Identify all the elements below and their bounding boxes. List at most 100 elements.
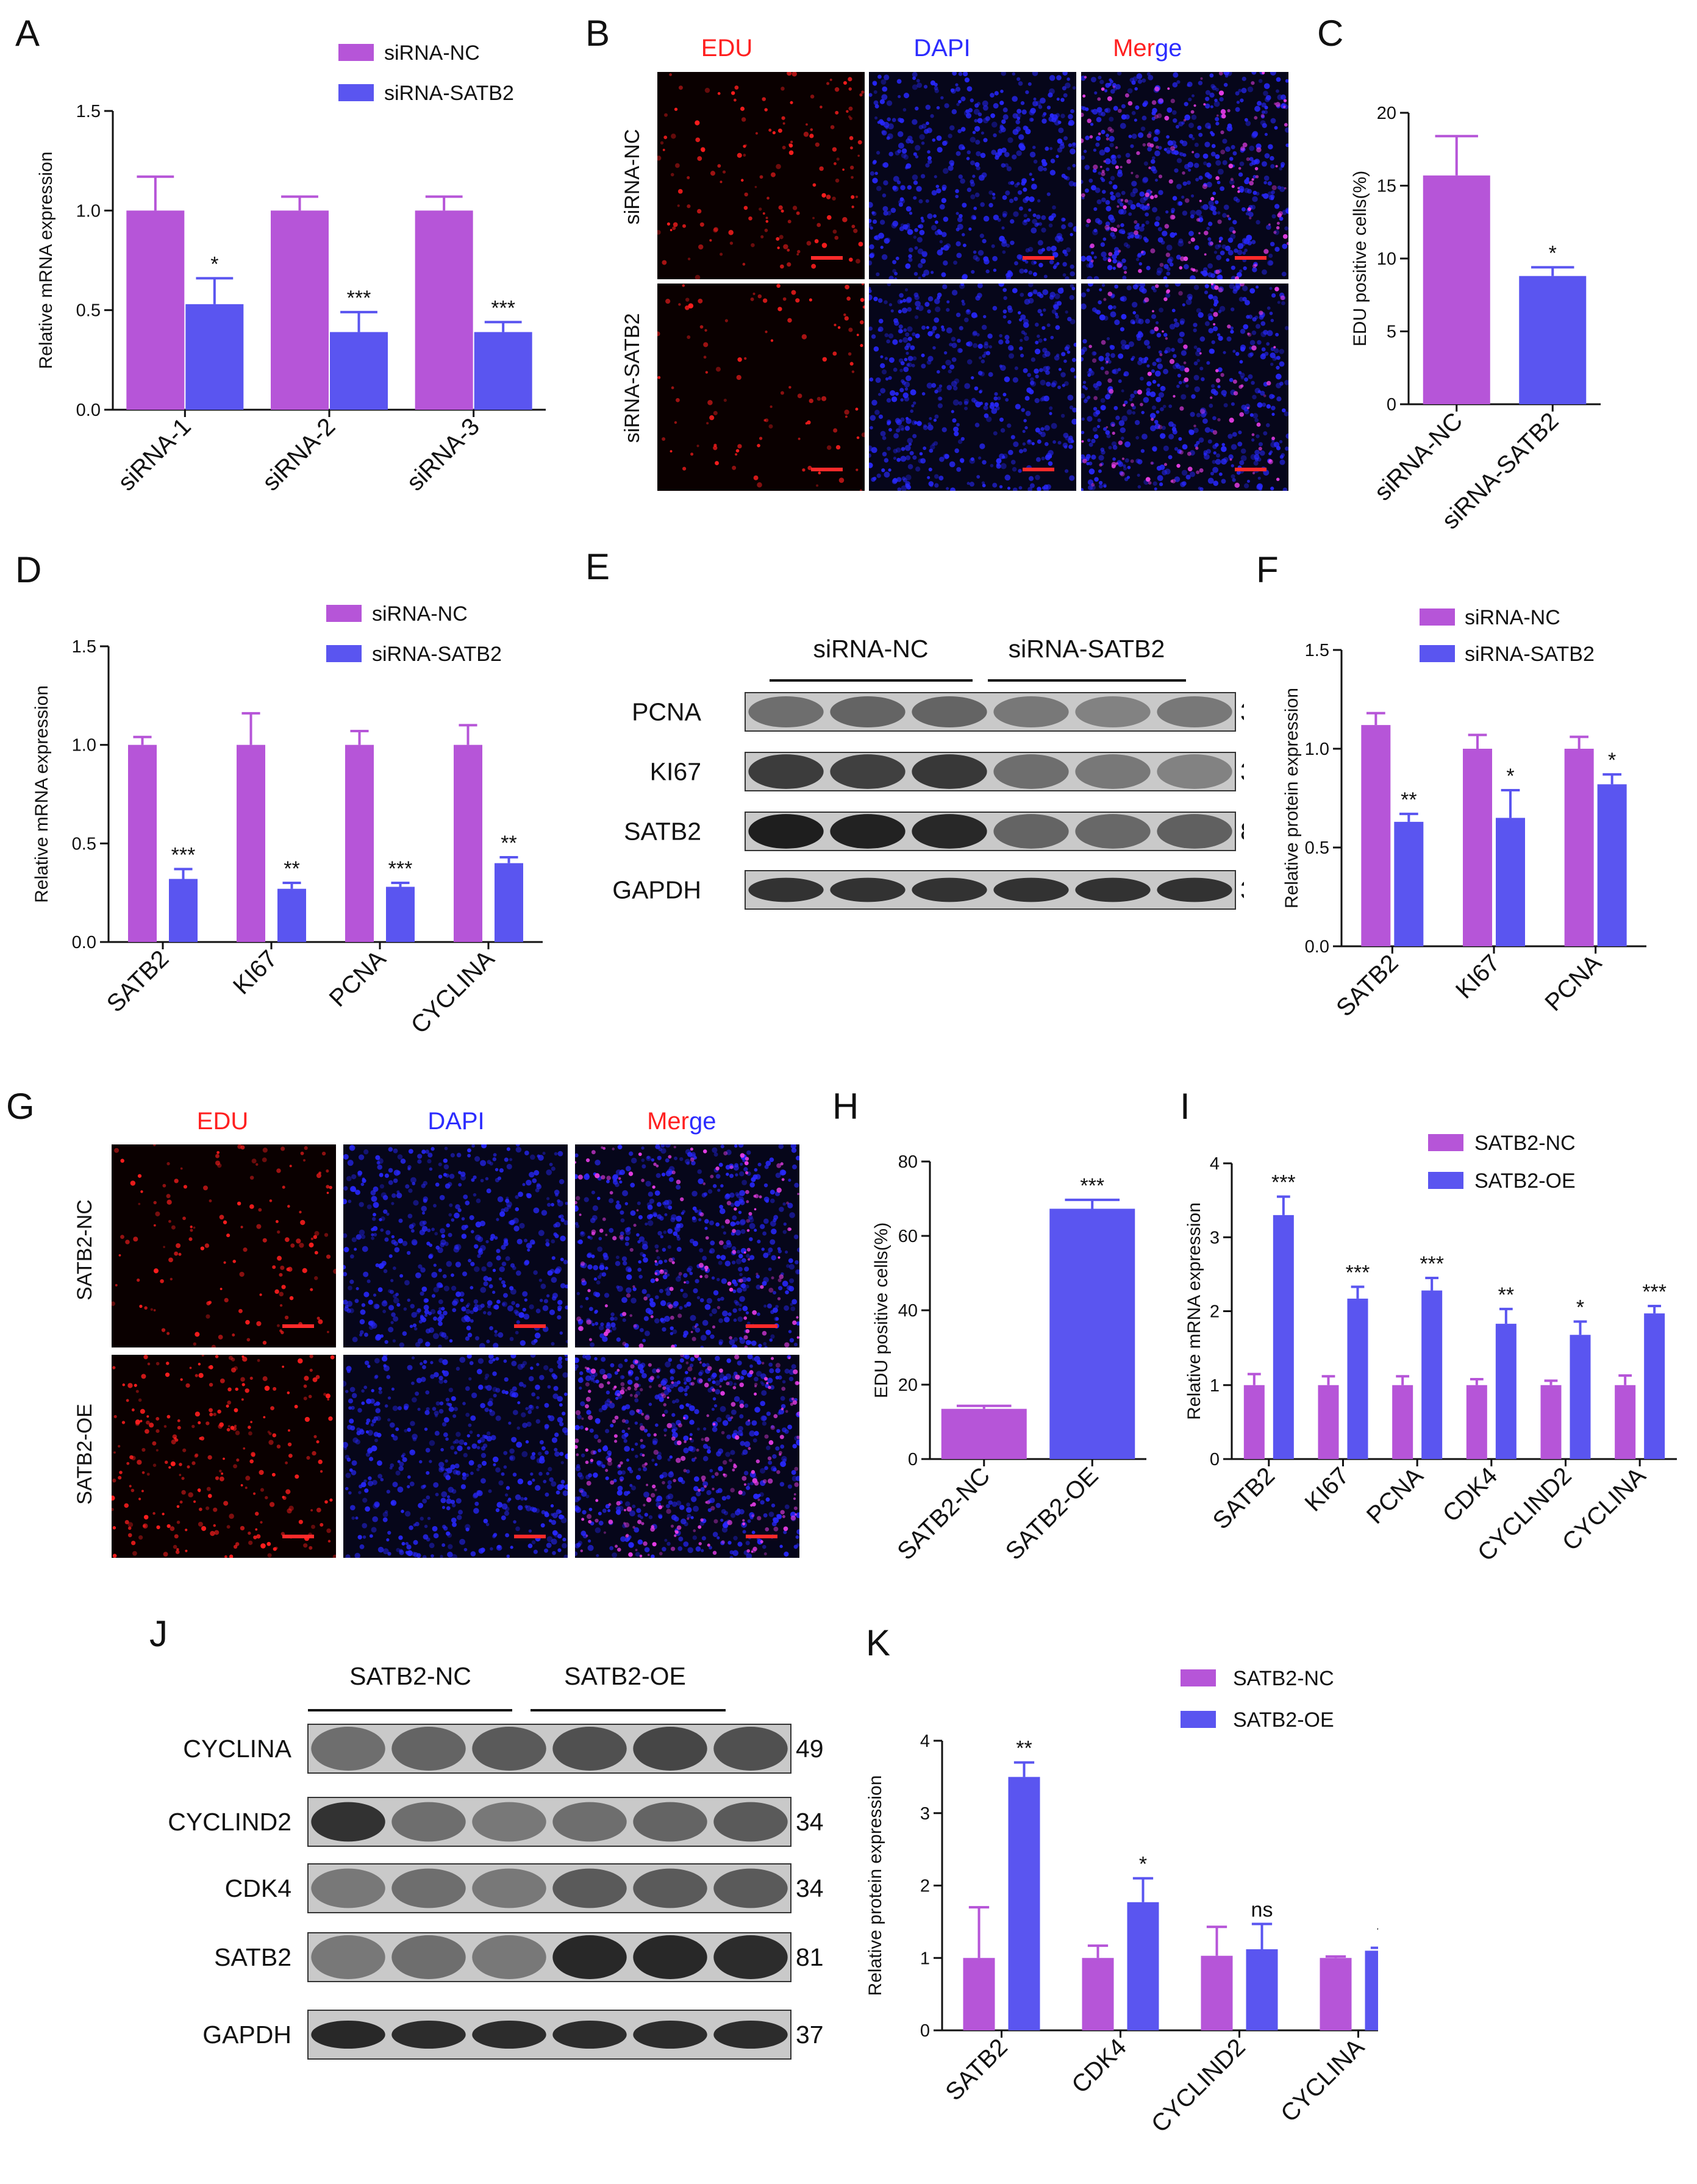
dapi-nucleus bbox=[1002, 393, 1006, 396]
edu-positive-cell bbox=[229, 1356, 233, 1360]
dapi-nucleus bbox=[1268, 254, 1273, 258]
edu-positive-cell bbox=[265, 1386, 270, 1391]
dapi-nucleus bbox=[963, 243, 966, 247]
protein-band bbox=[748, 696, 823, 727]
dapi-nucleus bbox=[1206, 227, 1210, 230]
dapi-nucleus bbox=[874, 346, 879, 352]
dapi-nucleus bbox=[454, 1439, 459, 1443]
dapi-nucleus bbox=[407, 1476, 411, 1479]
dapi-nucleus bbox=[749, 1237, 753, 1241]
edu-positive-cell bbox=[162, 1184, 166, 1188]
edu-positive-cell bbox=[1160, 263, 1164, 267]
dapi-nucleus bbox=[1270, 487, 1274, 490]
dapi-nucleus bbox=[345, 1455, 349, 1459]
dapi-nucleus bbox=[562, 1411, 565, 1415]
y-tick-label: 0.5 bbox=[76, 301, 101, 321]
dapi-nucleus bbox=[926, 121, 929, 125]
dapi-nucleus bbox=[738, 1199, 743, 1203]
edu-positive-cell bbox=[1171, 215, 1176, 219]
dapi-nucleus bbox=[483, 1444, 487, 1448]
dapi-nucleus bbox=[466, 1326, 471, 1330]
dapi-nucleus bbox=[451, 1218, 455, 1222]
edu-positive-cell bbox=[712, 1326, 715, 1329]
dapi-nucleus bbox=[438, 1163, 442, 1166]
dapi-nucleus bbox=[919, 230, 924, 235]
dapi-nucleus bbox=[1136, 258, 1139, 261]
scale-bar bbox=[811, 256, 843, 260]
blot-row-label: SATB2 bbox=[624, 818, 701, 846]
edu-positive-cell bbox=[848, 77, 852, 81]
dapi-nucleus bbox=[685, 1280, 689, 1284]
dapi-nucleus bbox=[1262, 194, 1265, 197]
dapi-nucleus bbox=[371, 1237, 374, 1240]
dapi-nucleus bbox=[1241, 448, 1246, 454]
dapi-nucleus bbox=[616, 1255, 620, 1259]
dapi-nucleus bbox=[387, 1375, 391, 1379]
dapi-nucleus bbox=[385, 1404, 388, 1408]
dapi-nucleus bbox=[411, 1312, 417, 1318]
dapi-nucleus bbox=[1106, 168, 1109, 171]
dapi-nucleus bbox=[1012, 113, 1018, 118]
protein-band bbox=[1157, 814, 1232, 849]
edu-positive-cell bbox=[1147, 143, 1151, 147]
edu-positive-cell bbox=[851, 195, 854, 199]
dapi-nucleus bbox=[595, 1160, 601, 1166]
dapi-nucleus bbox=[442, 1422, 446, 1426]
dapi-nucleus bbox=[1132, 311, 1136, 315]
dapi-nucleus bbox=[1152, 405, 1156, 410]
dapi-nucleus bbox=[1259, 487, 1262, 490]
edu-positive-cell bbox=[786, 1202, 789, 1205]
dapi-nucleus bbox=[362, 1303, 365, 1307]
dapi-nucleus bbox=[1250, 413, 1254, 417]
dapi-nucleus bbox=[637, 1240, 640, 1243]
edu-positive-cell bbox=[1233, 379, 1237, 384]
dapi-nucleus bbox=[600, 1263, 604, 1267]
dapi-nucleus bbox=[1181, 121, 1185, 125]
edu-positive-cell bbox=[1252, 433, 1255, 436]
edu-positive-cell bbox=[1101, 87, 1105, 91]
edu-positive-cell bbox=[137, 1460, 141, 1465]
edu-positive-cell bbox=[682, 284, 685, 287]
edu-positive-cell bbox=[706, 371, 708, 373]
edu-positive-cell bbox=[1184, 368, 1189, 373]
dapi-nucleus bbox=[1070, 271, 1074, 276]
edu-positive-cell bbox=[779, 1274, 784, 1279]
dapi-nucleus bbox=[973, 343, 977, 348]
dapi-nucleus bbox=[484, 1377, 488, 1380]
protein-band bbox=[748, 878, 823, 902]
dapi-nucleus bbox=[438, 1299, 443, 1304]
edu-positive-cell bbox=[1188, 241, 1191, 244]
edu-positive-cell bbox=[238, 1309, 243, 1313]
dapi-nucleus bbox=[732, 1260, 735, 1264]
dapi-nucleus bbox=[884, 333, 888, 337]
edu-positive-cell bbox=[1167, 87, 1170, 90]
dapi-nucleus bbox=[720, 1208, 726, 1215]
edu-positive-cell bbox=[257, 1359, 260, 1362]
dapi-nucleus bbox=[967, 359, 973, 365]
dapi-nucleus bbox=[899, 329, 903, 333]
dapi-nucleus bbox=[981, 132, 984, 135]
dapi-nucleus bbox=[657, 1214, 662, 1219]
dapi-nucleus bbox=[415, 1272, 421, 1279]
dapi-nucleus bbox=[1162, 230, 1167, 236]
micrograph-image bbox=[1081, 284, 1288, 491]
edu-positive-cell bbox=[703, 1149, 707, 1154]
dapi-nucleus bbox=[1063, 273, 1066, 277]
dapi-nucleus bbox=[499, 1277, 502, 1280]
edu-positive-cell bbox=[765, 330, 767, 333]
edu-positive-cell bbox=[279, 1329, 282, 1332]
edu-positive-cell bbox=[776, 1188, 781, 1193]
dapi-nucleus bbox=[767, 1304, 772, 1308]
edu-positive-cell bbox=[859, 93, 862, 96]
dapi-nucleus bbox=[966, 342, 970, 346]
dapi-nucleus bbox=[496, 1255, 501, 1260]
edu-positive-cell bbox=[247, 1338, 251, 1341]
dapi-nucleus bbox=[549, 1163, 553, 1166]
edu-positive-cell bbox=[215, 1355, 219, 1358]
dapi-nucleus bbox=[1088, 369, 1093, 374]
dapi-nucleus bbox=[1198, 81, 1202, 85]
dapi-nucleus bbox=[563, 1260, 568, 1264]
edu-positive-cell bbox=[835, 87, 840, 92]
edu-positive-cell bbox=[1221, 109, 1226, 114]
dapi-nucleus bbox=[974, 387, 979, 391]
